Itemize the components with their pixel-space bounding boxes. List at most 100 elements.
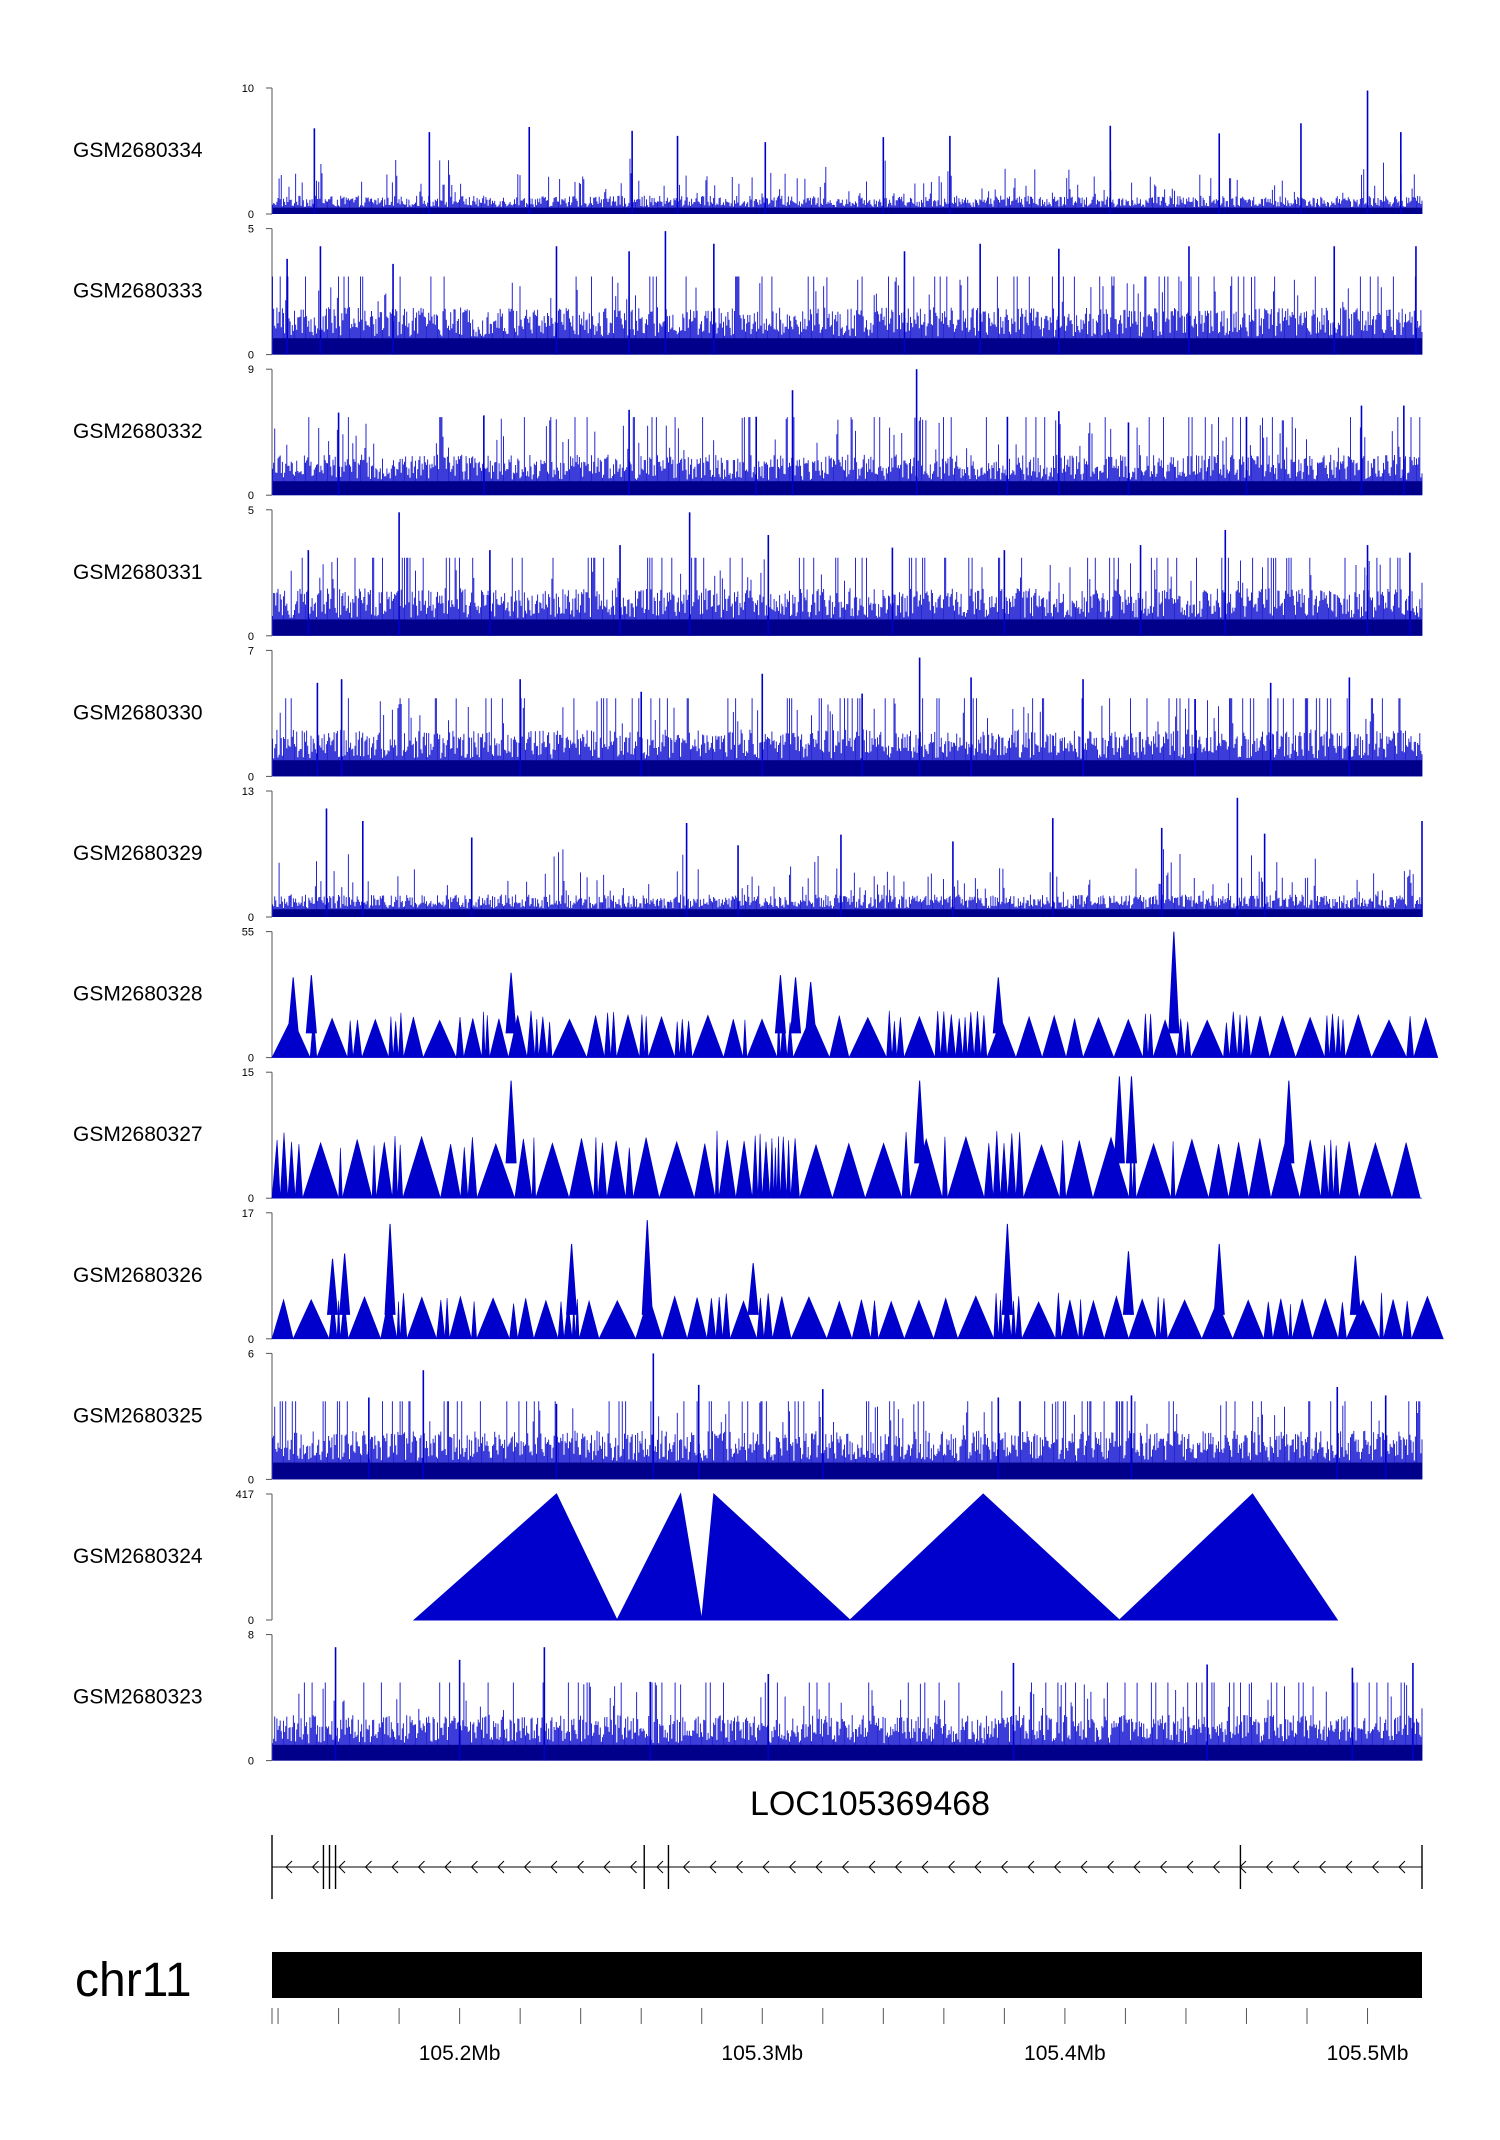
track-label: GSM2680325: [73, 1404, 203, 1427]
signal-peak: [914, 1080, 926, 1164]
strand-arrow: [762, 1860, 770, 1874]
track-label: GSM2680334: [73, 139, 203, 162]
signal-base-band: [273, 1744, 1422, 1761]
signal-base-band: [273, 481, 1422, 496]
y-tick-label-max: 55: [242, 927, 254, 939]
y-tick-label-max: 15: [242, 1067, 254, 1079]
strand-arrow: [550, 1860, 558, 1874]
track-label: GSM2680323: [73, 1686, 203, 1709]
track-GSM2680330: GSM2680330 7 0: [73, 645, 1423, 783]
signal-peak: [339, 1253, 351, 1315]
signal-base-band: [273, 338, 1422, 355]
y-tick-label-min: 0: [248, 771, 254, 783]
signal-coverage: [272, 158, 1423, 214]
strand-arrow: [841, 1860, 849, 1874]
signal-peak: [566, 1243, 578, 1315]
strand-arrow: [1106, 1860, 1114, 1874]
gene-model: LOC105369468: [271, 1785, 1423, 1899]
signal-peak: [790, 977, 802, 1034]
strand-arrow: [868, 1860, 876, 1874]
track-GSM2680327: GSM2680327 15 0: [73, 1067, 1422, 1205]
strand-arrow: [497, 1860, 505, 1874]
y-tick-label-min: 0: [248, 1474, 254, 1486]
strand-arrow: [815, 1860, 823, 1874]
signal-peak: [1349, 1255, 1361, 1315]
signal-peak: [305, 975, 317, 1034]
track-GSM2680323: GSM2680323 8 0: [73, 1630, 1423, 1768]
signal-peak: [641, 1220, 653, 1315]
strand-arrow: [1265, 1860, 1273, 1874]
signal-peak: [1122, 1251, 1134, 1315]
strand-arrow: [285, 1860, 293, 1874]
signal-area: [271, 1292, 1444, 1340]
signal-peak: [326, 1258, 339, 1315]
strand-arrow: [311, 1860, 319, 1874]
strand-arrow: [576, 1860, 584, 1874]
track-label: GSM2680324: [73, 1545, 203, 1568]
track-GSM2680331: GSM2680331 5 0: [73, 505, 1423, 643]
y-tick-label-max: 5: [248, 224, 254, 236]
signal-area: [271, 1130, 1422, 1200]
track-GSM2680334: GSM2680334 10 0: [73, 83, 1423, 221]
signal-peak: [1213, 1243, 1225, 1315]
strand-arrow: [974, 1860, 982, 1874]
x-tick-label: 105.2Mb: [419, 2042, 501, 2065]
strand-arrow: [735, 1860, 743, 1874]
y-tick-label-max: 13: [242, 786, 254, 798]
track-GSM2680328: GSM2680328 55 0: [73, 927, 1439, 1065]
strand-arrow: [1212, 1860, 1220, 1874]
y-tick-label-min: 0: [248, 1756, 254, 1768]
strand-arrow: [523, 1860, 531, 1874]
x-tick-label: 105.3Mb: [721, 2042, 803, 2065]
track-label: GSM2680326: [73, 1264, 203, 1287]
chromosome-label: chr11: [75, 1954, 192, 2007]
track-label: GSM2680331: [73, 561, 203, 584]
genomic-axis: 105.2Mb 105.3Mb 105.4Mb 105.5Mb: [271, 2008, 1409, 2065]
x-tick-label: 105.4Mb: [1024, 2042, 1106, 2065]
signal-peak: [1113, 1076, 1125, 1164]
y-tick-label-min: 0: [248, 1334, 254, 1346]
strand-arrow: [1318, 1860, 1326, 1874]
chromosome-ideogram: chr11: [75, 1952, 1422, 2007]
y-tick-label-min: 0: [248, 912, 254, 924]
track-label: GSM2680329: [73, 842, 203, 865]
y-tick-label-max: 9: [248, 364, 254, 376]
signal-base-band: [273, 619, 1422, 636]
track-label: GSM2680328: [73, 983, 203, 1006]
signal-peak: [747, 1263, 759, 1315]
y-tick-label-max: 5: [248, 505, 254, 517]
signal-base-band: [273, 909, 1422, 917]
y-tick-label-min: 0: [248, 1053, 254, 1065]
y-tick-label-min: 0: [248, 350, 254, 362]
strand-arrow: [391, 1860, 399, 1874]
y-tick-label-min: 0: [248, 1615, 254, 1627]
strand-arrow: [1345, 1860, 1353, 1874]
signal-peak: [287, 977, 299, 1034]
strand-arrow: [894, 1860, 902, 1874]
y-tick-label-min: 0: [248, 490, 254, 502]
strand-arrow: [338, 1860, 346, 1874]
strand-arrow: [1186, 1860, 1194, 1874]
signal-base-band: [273, 760, 1422, 777]
strand-arrow: [947, 1860, 955, 1874]
strand-arrow: [1292, 1860, 1300, 1874]
track-GSM2680326: GSM2680326 17 0: [73, 1208, 1444, 1346]
strand-arrow: [1371, 1860, 1379, 1874]
track-label: GSM2680327: [73, 1123, 203, 1146]
track-label: GSM2680330: [73, 701, 203, 724]
strand-arrow: [629, 1860, 637, 1874]
y-tick-label-max: 6: [248, 1348, 254, 1360]
strand-arrow: [682, 1860, 690, 1874]
strand-arrow: [1398, 1860, 1406, 1874]
signal-area: [412, 1492, 1339, 1622]
y-tick-label-min: 0: [248, 209, 254, 221]
y-tick-label-min: 0: [248, 631, 254, 643]
strand-arrow: [1000, 1860, 1008, 1874]
gene-name-label: LOC105369468: [750, 1785, 990, 1823]
strand-arrow: [1159, 1860, 1167, 1874]
strand-arrow: [1053, 1860, 1061, 1874]
y-tick-label-max: 7: [248, 645, 254, 657]
x-tick-label: 105.5Mb: [1327, 2042, 1409, 2065]
y-tick-label-max: 417: [236, 1489, 254, 1501]
